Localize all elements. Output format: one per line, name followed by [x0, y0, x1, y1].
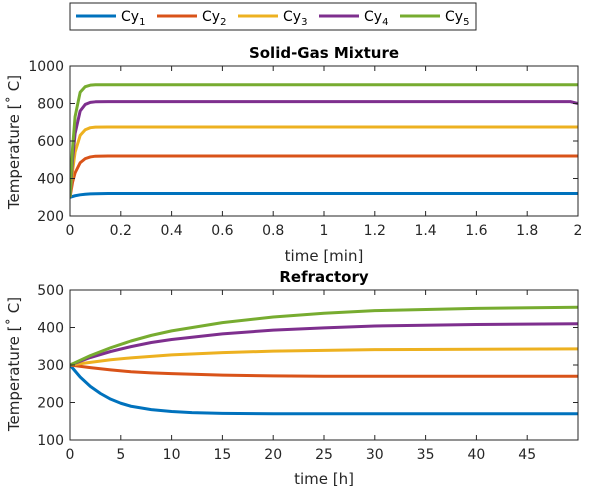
y-tick-label: 100: [37, 433, 64, 449]
series-line-cy5: [70, 83, 578, 198]
legend-entry: Cy1: [76, 9, 145, 28]
legend-entry: Cy3: [238, 9, 307, 28]
x-tick-label: 45: [518, 447, 536, 463]
x-tick-label: 15: [213, 447, 231, 463]
series-line-cy3: [70, 347, 578, 367]
x-tick-label: 1.2: [364, 223, 386, 239]
legend: Cy1 Cy2 Cy3 Cy4 Cy5: [69, 2, 477, 31]
series-line-cy3: [70, 125, 578, 198]
x-tick-label: 0.2: [110, 223, 132, 239]
series-line-cy2: [70, 154, 578, 198]
x-axis-label: time [h]: [294, 470, 354, 488]
chart-solid-gas: Solid-Gas Mixture 0 0.2 0.4 0.6 0.8 1 1.2 1.4 1.…: [5, 44, 582, 265]
series-line-cy1: [70, 192, 578, 199]
y-tick-label: 200: [37, 396, 64, 412]
x-tick-label: 35: [417, 447, 435, 463]
x-tick-label: 1: [320, 223, 329, 239]
legend-label: Cy2: [202, 9, 226, 28]
x-tick-label: 40: [467, 447, 485, 463]
y-axis-label: Temperature [˚ C]: [5, 297, 23, 432]
legend-label: Cy5: [445, 9, 469, 28]
y-tick-label: 200: [37, 209, 64, 225]
y-tick-label: 400: [37, 172, 64, 188]
y-tick-label: 1000: [28, 59, 64, 75]
chart-title: Refractory: [279, 268, 369, 286]
y-tick-label: 600: [37, 134, 64, 150]
series-line-cy4: [70, 322, 578, 367]
legend-entry: Cy5: [400, 9, 469, 28]
x-tick-label: 0.8: [262, 223, 284, 239]
x-tick-label: 0.4: [160, 223, 182, 239]
y-tick-label: 500: [37, 283, 64, 299]
x-tick-label: 25: [315, 447, 333, 463]
chart-refractory: Refractory 0 5 10 15 20 25 30 35 40 45 100 200 300 40…: [5, 268, 579, 488]
x-tick-label: 0.6: [211, 223, 233, 239]
series-group: [70, 305, 578, 416]
x-tick-label: 10: [163, 447, 181, 463]
legend-entry: Cy2: [157, 9, 226, 28]
legend-entry: Cy4: [319, 9, 388, 28]
x-axis-label: time [min]: [285, 247, 364, 265]
series-line-cy2: [70, 363, 578, 378]
x-tick-label: 0: [66, 447, 75, 463]
series-group: [70, 83, 578, 199]
x-tick-label: 0: [66, 223, 75, 239]
x-tick-label: 1.6: [465, 223, 487, 239]
x-tick-label: 5: [116, 447, 125, 463]
legend-label: Cy3: [283, 9, 307, 28]
legend-label: Cy4: [364, 9, 388, 28]
y-axis-label: Temperature [˚ C]: [5, 75, 23, 210]
y-tick-label: 300: [37, 358, 64, 374]
y-tick-label: 400: [37, 321, 64, 337]
y-tick-label: 800: [37, 97, 64, 113]
chart-title: Solid-Gas Mixture: [249, 44, 399, 62]
series-line-cy1: [70, 364, 578, 416]
series-line-cy4: [70, 100, 578, 198]
legend-label: Cy1: [121, 9, 145, 28]
x-tick-label: 1.8: [516, 223, 538, 239]
x-tick-label: 1.4: [414, 223, 436, 239]
x-tick-label: 2: [574, 223, 583, 239]
x-tick-label: 20: [264, 447, 282, 463]
x-tick-label: 30: [366, 447, 384, 463]
series-line-cy5: [70, 305, 578, 367]
